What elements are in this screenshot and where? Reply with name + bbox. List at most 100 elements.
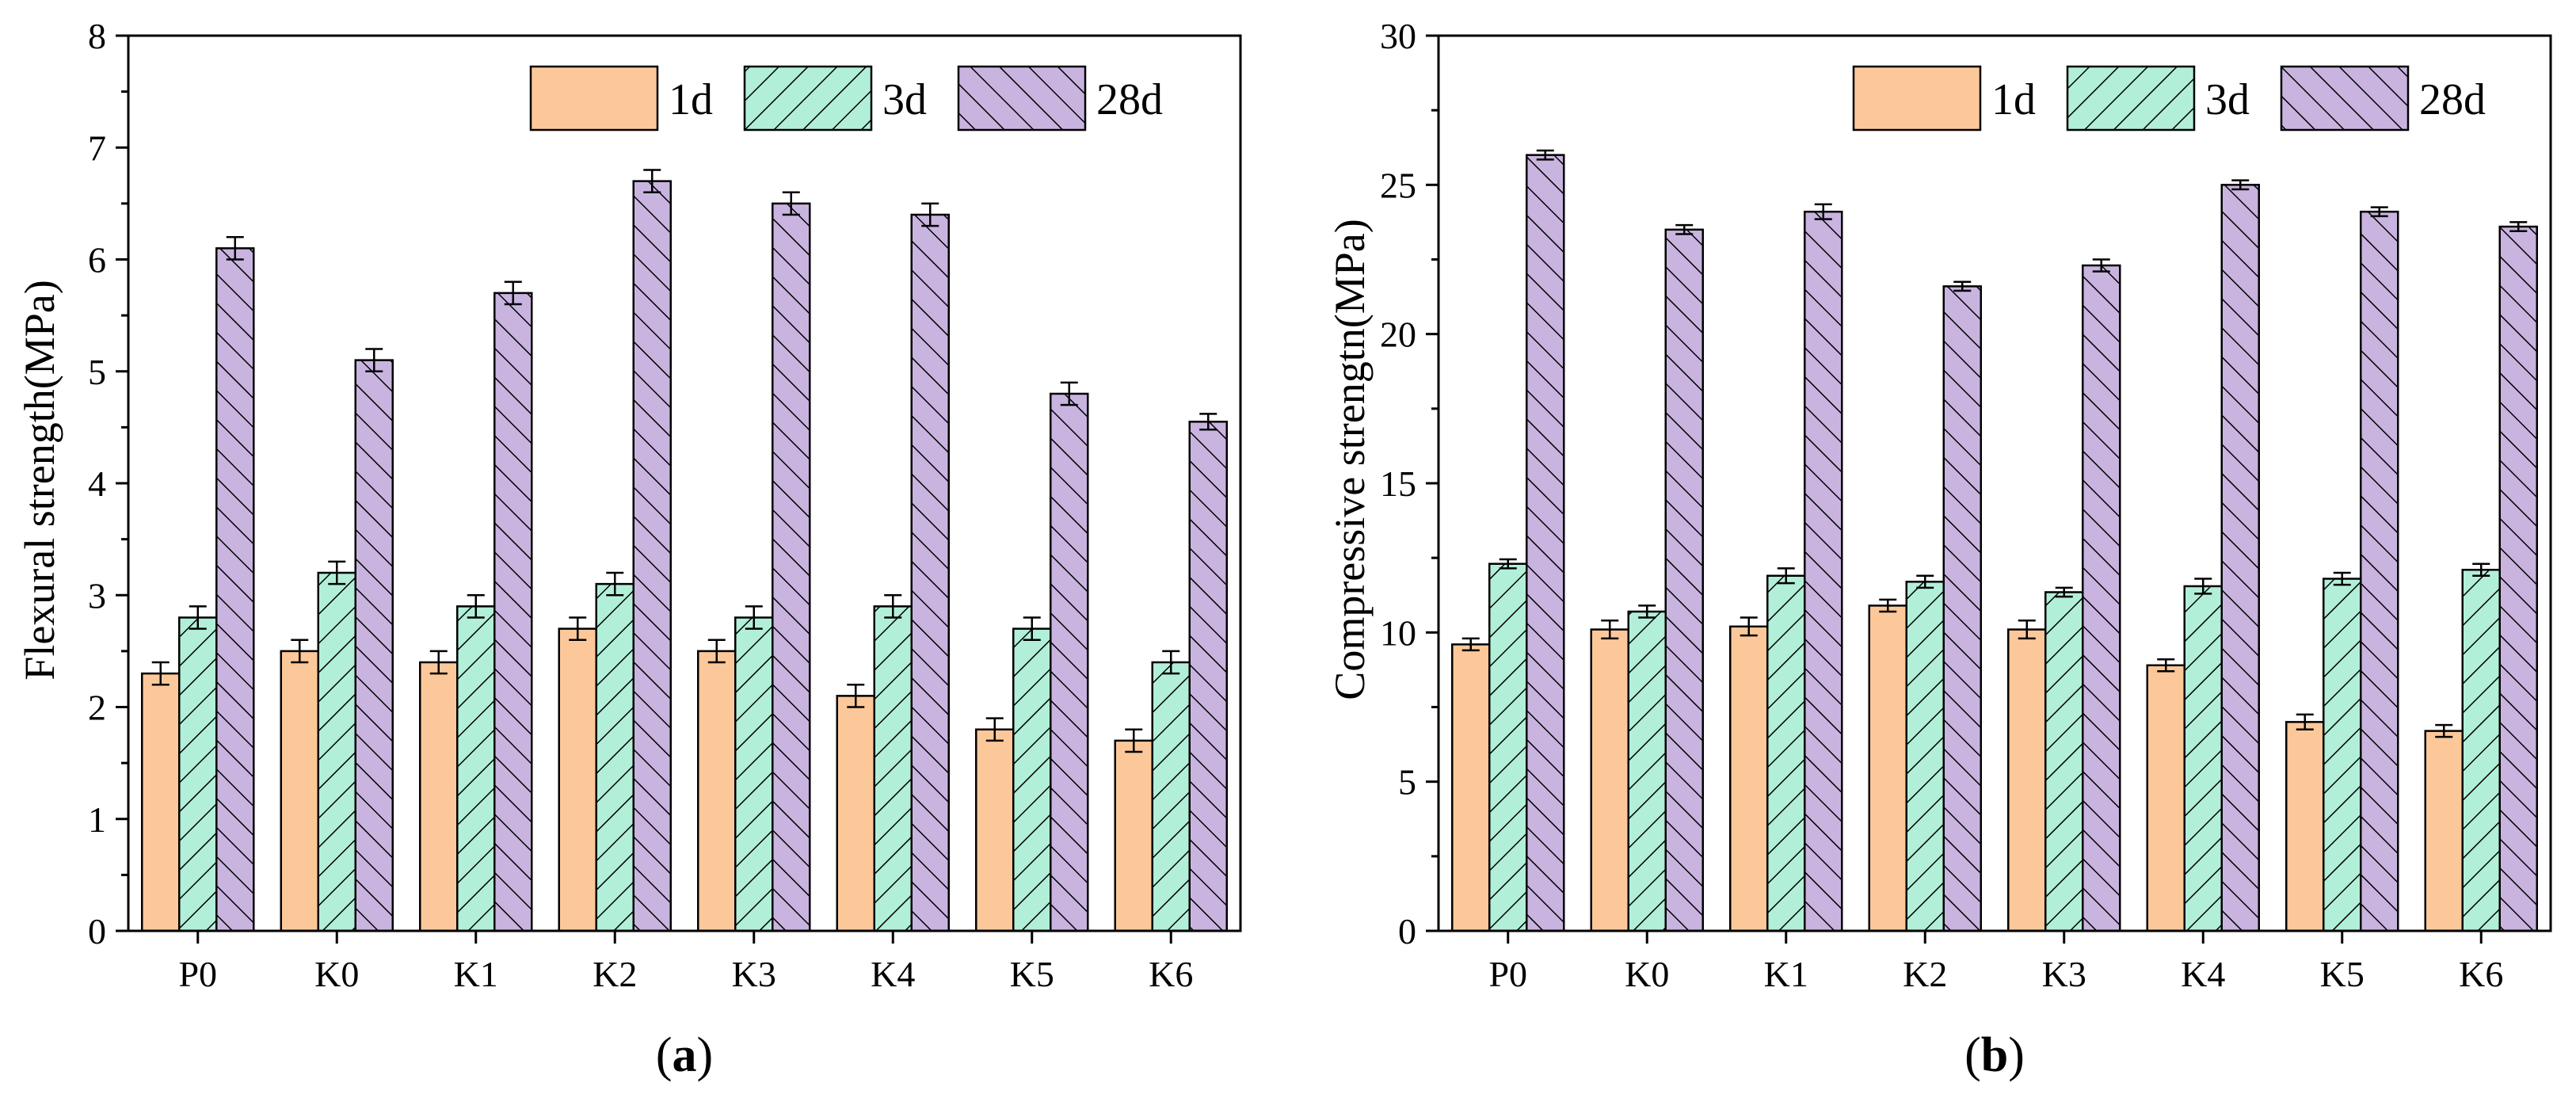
error-bar-1d-K5 bbox=[2296, 713, 2314, 730]
x-tick-label: K5 bbox=[1010, 954, 1054, 994]
x-axis-ticks: P0 K0 K1 K2 K3 K4 K5 K6 bbox=[178, 931, 1193, 994]
x-tick-label: K5 bbox=[2320, 954, 2365, 994]
bar-1d-P0 bbox=[141, 672, 181, 932]
error-bar-28d-P0 bbox=[226, 236, 244, 261]
error-bar-1d-K4 bbox=[2157, 658, 2175, 673]
y-tick-label: 30 bbox=[1380, 16, 1416, 56]
x-tick-label: K0 bbox=[314, 954, 359, 994]
legend-swatch bbox=[743, 65, 873, 132]
plot-frame bbox=[127, 34, 1242, 932]
error-bar-3d-K2 bbox=[606, 571, 624, 597]
error-bar-28d-K1 bbox=[504, 280, 522, 306]
legend-item-28d: 28d bbox=[2280, 65, 2486, 132]
bar-28d-K6 bbox=[2498, 225, 2538, 932]
x-tick-label: P0 bbox=[1488, 954, 1527, 994]
error-bar-3d-K6 bbox=[1162, 650, 1180, 675]
bar-3d-K4 bbox=[873, 605, 913, 932]
x-tick-label: K4 bbox=[871, 954, 915, 994]
bar-28d-K2 bbox=[1942, 285, 1982, 932]
error-bar-1d-K1 bbox=[1740, 616, 1758, 637]
bar-3d-K3 bbox=[2044, 591, 2084, 932]
error-bar-28d-K3 bbox=[782, 191, 800, 216]
error-bar-3d-P0 bbox=[1499, 558, 1517, 570]
bar-1d-K6 bbox=[1114, 739, 1153, 932]
x-axis-ticks: P0 K0 K1 K2 K3 K4 K5 K6 bbox=[1488, 931, 2503, 994]
error-bar-1d-K3 bbox=[2018, 620, 2036, 640]
error-bar-28d-K4 bbox=[921, 202, 939, 227]
x-tick-label: K6 bbox=[2459, 954, 2503, 994]
x-tick-label: K3 bbox=[2042, 954, 2086, 994]
bar-1d-K1 bbox=[419, 661, 459, 932]
error-bar-3d-K3 bbox=[745, 605, 763, 630]
bar-1d-K2 bbox=[558, 627, 597, 932]
error-bar-28d-P0 bbox=[1536, 149, 1554, 161]
bar-28d-K4 bbox=[910, 213, 950, 932]
bar-1d-K3 bbox=[697, 650, 737, 932]
error-bar-1d-K6 bbox=[2435, 723, 2453, 738]
bar-3d-K5 bbox=[1012, 627, 1052, 932]
x-tick-label: K4 bbox=[2181, 954, 2225, 994]
y-tick-label: 15 bbox=[1380, 463, 1416, 504]
bar-28d-K6 bbox=[1188, 421, 1228, 932]
y-tick-label: 4 bbox=[88, 463, 106, 504]
error-bar-1d-K0 bbox=[1601, 620, 1619, 640]
legend-swatch bbox=[957, 65, 1087, 132]
legend: 1d 3d 28d bbox=[1852, 65, 2486, 132]
bar-28d-K1 bbox=[1804, 210, 1843, 932]
y-tick-label: 20 bbox=[1380, 315, 1416, 355]
error-bar-1d-K4 bbox=[847, 684, 865, 708]
legend: 1d 3d 28d bbox=[529, 65, 1163, 132]
error-bar-1d-K0 bbox=[291, 639, 309, 664]
legend-label: 28d bbox=[2419, 75, 2486, 124]
bar-1d-K0 bbox=[280, 650, 319, 932]
plot-frame bbox=[1437, 34, 2552, 932]
legend-label: 1d bbox=[669, 75, 713, 124]
y-tick-label: 25 bbox=[1380, 165, 1416, 205]
bar-28d-P0 bbox=[215, 247, 255, 932]
bar-28d-K4 bbox=[2220, 184, 2260, 932]
legend-item-3d: 3d bbox=[2066, 65, 2250, 132]
error-bar-1d-K2 bbox=[1879, 598, 1897, 613]
panel-label: (a) bbox=[656, 1028, 713, 1082]
y-tick-label: 1 bbox=[88, 799, 106, 840]
y-axis-ticks: 0 1 2 3 4 5 6 7 8 bbox=[88, 16, 128, 951]
x-tick-label: K3 bbox=[732, 954, 776, 994]
error-bar-3d-K2 bbox=[1916, 574, 1934, 589]
error-bar-3d-K1 bbox=[467, 594, 485, 619]
error-bar-28d-K3 bbox=[2092, 258, 2110, 273]
bar-3d-K2 bbox=[1905, 581, 1945, 932]
compressive-strength-chart: Compressive strengtn(MPa) 0 5 10 15 20 25 30 P… bbox=[1326, 16, 2552, 1082]
error-bar-28d-K0 bbox=[365, 348, 383, 372]
x-tick-label: K1 bbox=[454, 954, 498, 994]
legend-item-3d: 3d bbox=[743, 65, 927, 132]
error-bar-1d-P0 bbox=[1461, 637, 1480, 652]
error-bar-1d-K6 bbox=[1125, 728, 1143, 753]
bars bbox=[1451, 149, 2538, 932]
y-tick-label: 10 bbox=[1380, 612, 1416, 653]
bar-3d-K6 bbox=[1151, 661, 1191, 932]
bar-3d-K4 bbox=[2183, 585, 2223, 932]
bar-28d-K5 bbox=[1050, 392, 1089, 932]
bar-28d-K3 bbox=[772, 202, 811, 932]
y-tick-label: 0 bbox=[88, 911, 106, 951]
bar-1d-K0 bbox=[1590, 628, 1629, 932]
bar-1d-K3 bbox=[2007, 628, 2047, 932]
error-bar-3d-K5 bbox=[1023, 616, 1041, 641]
error-bar-3d-K0 bbox=[328, 560, 346, 585]
bar-1d-K4 bbox=[2146, 664, 2185, 932]
bar-3d-K1 bbox=[456, 605, 496, 932]
bar-1d-K1 bbox=[1729, 625, 1769, 932]
x-tick-label: K2 bbox=[1903, 954, 1947, 994]
x-tick-label: K0 bbox=[1625, 954, 1669, 994]
y-tick-label: 8 bbox=[88, 16, 106, 56]
x-tick-label: K2 bbox=[593, 954, 637, 994]
panel-label: (b) bbox=[1964, 1028, 2025, 1082]
x-tick-label: K1 bbox=[1764, 954, 1808, 994]
bar-1d-K5 bbox=[2285, 721, 2325, 932]
error-bar-1d-P0 bbox=[151, 661, 170, 686]
bar-28d-K0 bbox=[354, 359, 394, 932]
bar-28d-K5 bbox=[2360, 210, 2399, 932]
error-bar-3d-K6 bbox=[2472, 562, 2490, 578]
bar-1d-K4 bbox=[836, 695, 875, 932]
y-axis-title: Flexural strength(MPa) bbox=[16, 280, 63, 680]
